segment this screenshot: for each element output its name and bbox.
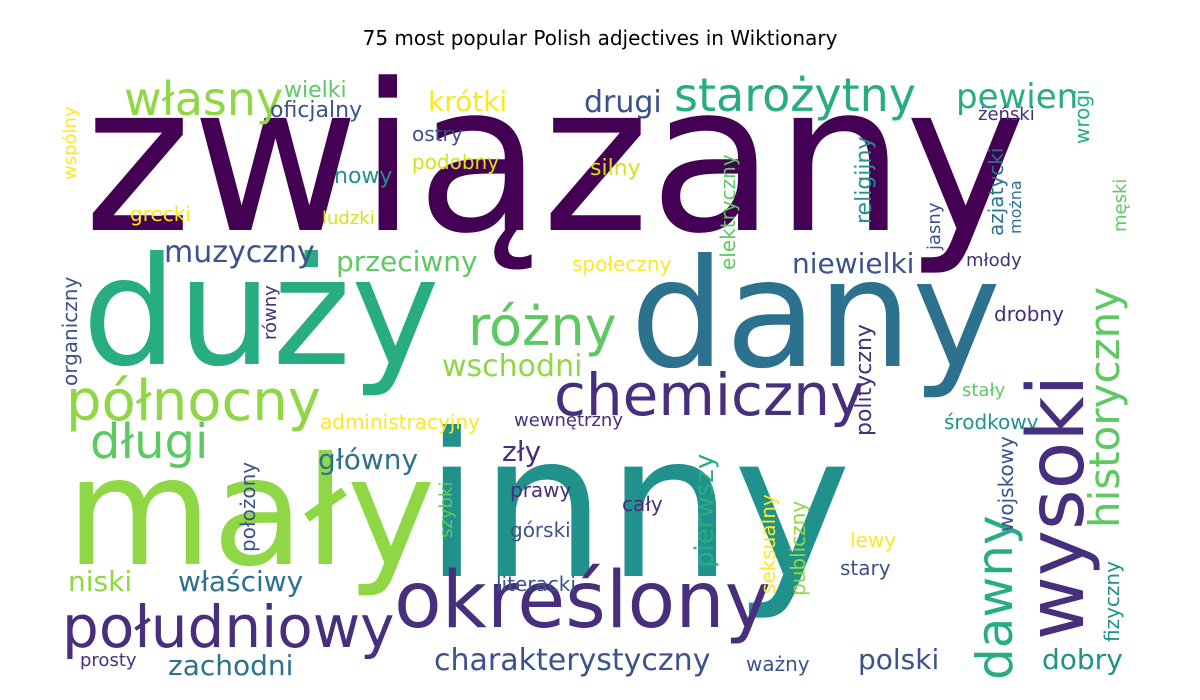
word-wazny: ważny bbox=[746, 652, 810, 676]
word-niski: niski bbox=[68, 565, 133, 598]
word-polityczny: polityczny bbox=[852, 324, 877, 436]
word-rowny: równy bbox=[260, 285, 281, 340]
word-przeciwny: przeciwny bbox=[336, 245, 478, 278]
word-wielki: wielki bbox=[284, 78, 347, 103]
word-wschodni: wschodni bbox=[442, 349, 583, 384]
word-administracyjny: administracyjny bbox=[320, 410, 480, 434]
word-ludzki: ludzki bbox=[322, 208, 375, 229]
word-mlody: młody bbox=[966, 250, 1022, 271]
word-drugi: drugi bbox=[584, 85, 662, 120]
word-charakterystyczny: charakterystyczny bbox=[434, 643, 711, 678]
word-wojskowy: wojskowy bbox=[994, 436, 1018, 532]
word-oficjalny: oficjalny bbox=[270, 98, 363, 123]
word-staly: stały bbox=[962, 380, 1006, 401]
word-niewielki: niewielki bbox=[792, 247, 915, 280]
word-religijny: religijny bbox=[852, 136, 877, 224]
word-literacki: literacki bbox=[496, 572, 576, 596]
word-maly: mały bbox=[66, 426, 436, 600]
word-polski: polski bbox=[858, 643, 940, 676]
word-muzyczny: muzyczny bbox=[164, 235, 315, 270]
word-cloud: związany duży dany inny mały określony p… bbox=[52, 68, 1148, 682]
word-organiczny: organiczny bbox=[58, 276, 82, 386]
word-meski: męski bbox=[1110, 178, 1131, 232]
word-wlasciwy: właściwy bbox=[178, 565, 304, 598]
word-zenski: żeński bbox=[978, 104, 1035, 125]
chart-title: 75 most popular Polish adjectives in Wik… bbox=[362, 26, 838, 50]
word-nowy: nowy bbox=[334, 164, 393, 189]
word-zwiazany: związany bbox=[84, 68, 1027, 279]
word-okreslony: określony bbox=[394, 556, 771, 646]
word-wrogi: wrogi bbox=[1070, 89, 1094, 144]
word-drobny: drobny bbox=[994, 302, 1064, 326]
word-wlasny: własny bbox=[124, 72, 284, 126]
word-zly: zły bbox=[502, 435, 542, 468]
word-podobny: podobny bbox=[412, 150, 500, 174]
word-jasny: jasny bbox=[924, 202, 945, 250]
word-szybki: szybki bbox=[436, 481, 457, 538]
word-srodkowy: środkowy bbox=[944, 410, 1039, 434]
word-spoleczny: społeczny bbox=[572, 252, 672, 276]
word-ostry: ostry bbox=[412, 122, 463, 146]
word-glowny: główny bbox=[318, 443, 419, 476]
word-caly: cały bbox=[622, 492, 663, 516]
word-prosty: prosty bbox=[80, 650, 137, 671]
word-polnocny: północny bbox=[66, 369, 321, 434]
word-wewnetrzny: wewnętrzny bbox=[514, 410, 623, 431]
word-lewy: lewy bbox=[850, 528, 897, 552]
word-historyczny: historyczny bbox=[1080, 286, 1129, 528]
word-stary: stary bbox=[840, 556, 891, 580]
word-duzy: duży bbox=[82, 226, 440, 400]
word-polozony: położony bbox=[236, 461, 260, 552]
word-silny: silny bbox=[590, 156, 641, 181]
word-seksualny: seksualny bbox=[756, 494, 780, 594]
word-fizyczny: fizyczny bbox=[1100, 561, 1124, 642]
word-dobry: dobry bbox=[1042, 643, 1123, 676]
word-wspolny: wspólny bbox=[60, 106, 81, 180]
word-rozny: różny bbox=[468, 295, 617, 358]
word-dawny: dawny bbox=[966, 515, 1024, 680]
word-pierwszy: pierwszy bbox=[690, 453, 720, 568]
word-gorski: górski bbox=[510, 518, 571, 542]
word-azjatycki: azjatycki bbox=[984, 147, 1008, 236]
word-prawy: prawy bbox=[510, 478, 572, 502]
word-dlugi: długi bbox=[90, 414, 209, 470]
word-zachodni: zachodni bbox=[168, 649, 294, 682]
word-publiczny: publiczny bbox=[786, 500, 810, 596]
word-elektryczny: elektryczny bbox=[716, 154, 740, 270]
word-krotki: krótki bbox=[428, 85, 508, 118]
word-starozytny: starożytny bbox=[674, 68, 917, 122]
word-chemiczny: chemiczny bbox=[554, 361, 865, 429]
word-dany: dany bbox=[630, 228, 1001, 402]
word-grecki: grecki bbox=[130, 202, 191, 226]
word-pewien: pewien bbox=[956, 77, 1079, 117]
word-mozna: można bbox=[1006, 180, 1025, 234]
word-inny: inny bbox=[424, 391, 852, 624]
word-poludniowy: południowy bbox=[62, 593, 395, 661]
